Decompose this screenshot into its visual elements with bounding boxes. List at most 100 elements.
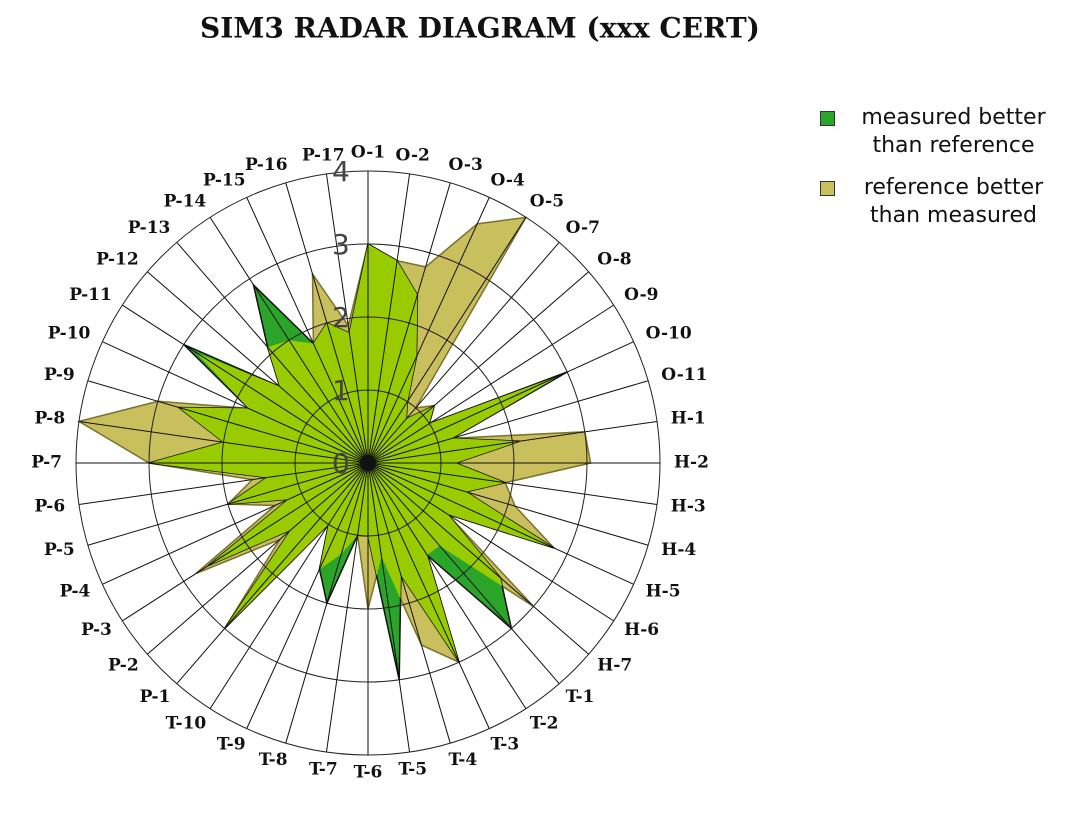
category-label: O-1 [351,143,385,163]
legend-swatch [820,111,835,126]
r-tick-label: 4 [332,155,350,188]
category-label: O-11 [661,365,707,385]
spoke [122,304,369,464]
spoke [367,197,490,464]
spoke [367,241,560,464]
spoke [285,462,369,744]
spoke [367,271,590,464]
spoke [246,197,369,464]
legend-item: measured better than reference [818,104,1068,160]
category-label: P-2 [108,656,139,676]
category-label: O-8 [597,249,631,269]
r-tick-label: 1 [332,374,350,407]
category-label: O-9 [624,285,658,305]
spoke [325,173,369,464]
spoke [78,420,369,464]
spoke [367,462,649,546]
category-label: P-10 [48,324,91,344]
spoke [78,462,369,506]
spoke [367,380,649,464]
spoke [102,462,369,585]
category-label: H-5 [646,581,681,601]
category-label: P-16 [245,155,288,175]
category-label: T-9 [217,734,246,754]
spoke [367,182,451,464]
spoke [367,341,634,464]
category-label: T-10 [166,713,207,733]
spoke [367,462,590,655]
category-label: H-6 [624,620,659,640]
category-label: H-4 [661,540,696,560]
spoke [122,462,369,622]
legend-label: measured better than reference [861,105,1046,158]
category-label: O-10 [646,324,692,344]
category-label: O-7 [566,218,600,238]
chart-title: SIM3 RADAR DIAGRAM (xxx CERT) [200,12,760,45]
r-tick-label: 3 [332,228,350,261]
category-label: P-11 [69,285,112,305]
category-label: T-3 [490,734,519,754]
spoke [367,462,658,506]
spoke [325,462,369,753]
category-label: T-6 [354,763,383,783]
category-label: H-1 [671,408,706,428]
spoke [87,462,369,546]
spoke [209,217,369,464]
category-label: P-17 [302,146,345,166]
legend-swatch [820,181,835,196]
spoke [367,173,411,464]
category-label: P-7 [31,453,62,473]
spoke [367,304,614,464]
r-tick-label: 0 [332,447,350,480]
spoke [176,241,369,464]
category-label: P-5 [44,540,75,560]
spoke [146,271,369,464]
category-label: T-2 [530,713,559,733]
category-label: T-1 [566,687,595,707]
spoke [285,182,369,464]
category-label: P-15 [203,171,246,191]
spoke [87,380,369,464]
category-label: P-3 [81,620,112,640]
spoke [367,462,490,729]
spoke [367,462,634,585]
spoke [176,462,369,685]
spoke [367,462,411,753]
category-label: H-2 [674,453,709,473]
spoke [367,462,527,709]
spoke [146,462,369,655]
legend-item: reference better than measured [818,174,1068,230]
center [360,455,376,471]
category-label: O-4 [490,171,524,191]
r-tick-label: 2 [332,301,350,334]
spoke [102,341,369,464]
spoke [367,217,527,464]
spoke [367,462,451,744]
category-label: P-12 [96,249,139,269]
category-label: P-13 [128,218,171,238]
category-label: T-4 [448,750,477,770]
category-label: H-7 [597,656,632,676]
spoke [209,462,369,709]
category-label: P-8 [34,408,65,428]
category-label: O-2 [396,146,430,166]
category-label: O-5 [530,192,564,212]
legend: measured better than reference reference … [818,104,1068,244]
spoke [367,462,560,685]
category-label: T-7 [309,759,338,779]
category-label: H-3 [671,497,706,517]
category-label: O-3 [448,155,482,175]
spoke [246,462,369,729]
legend-label: reference better than measured [863,175,1044,228]
category-label: P-14 [164,192,207,212]
category-label: P-1 [140,687,171,707]
category-label: P-9 [44,365,75,385]
category-label: T-8 [259,750,288,770]
spoke [367,420,658,464]
spoke [367,462,614,622]
category-label: P-6 [34,497,65,517]
category-label: P-4 [60,581,91,601]
category-label: T-5 [398,759,427,779]
